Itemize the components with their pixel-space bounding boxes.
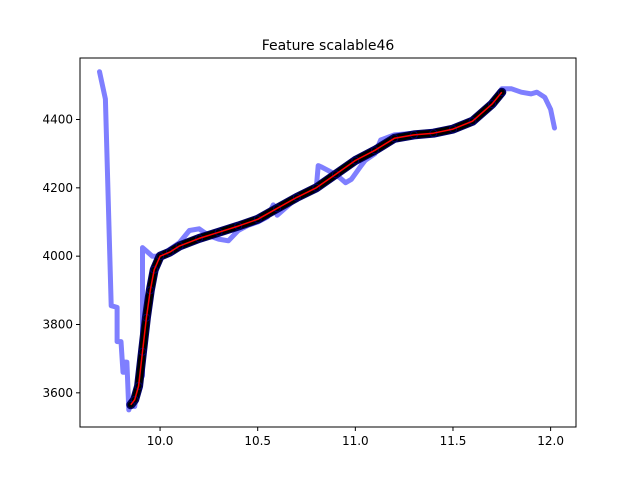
x-tick-label-0: 10.0 [147, 434, 174, 448]
x-tick-label-3: 11.5 [440, 434, 467, 448]
y-tick-label-3: 4200 [42, 181, 73, 195]
series-line-2 [130, 91, 503, 406]
y-axis: 3600 3800 4000 4200 4400 [42, 113, 80, 400]
x-tick-label-4: 12.0 [537, 434, 564, 448]
x-axis: 10.0 10.5 11.0 11.5 12.0 [147, 427, 564, 448]
chart-title: Feature scalable46 [262, 38, 395, 54]
y-tick-label-4: 4400 [42, 113, 73, 127]
y-tick-label-1: 3800 [42, 318, 73, 332]
series-marker-halo-1 [126, 87, 507, 410]
series-layer [97, 69, 557, 413]
y-tick-label-2: 4000 [42, 249, 73, 263]
series-marker-band-1 [127, 88, 506, 409]
plot-frame [79, 57, 577, 428]
x-tick-label-1: 10.5 [244, 434, 271, 448]
series-line-0 [97, 69, 557, 413]
y-tick-label-0: 3600 [42, 386, 73, 400]
x-tick-label-2: 11.0 [342, 434, 369, 448]
